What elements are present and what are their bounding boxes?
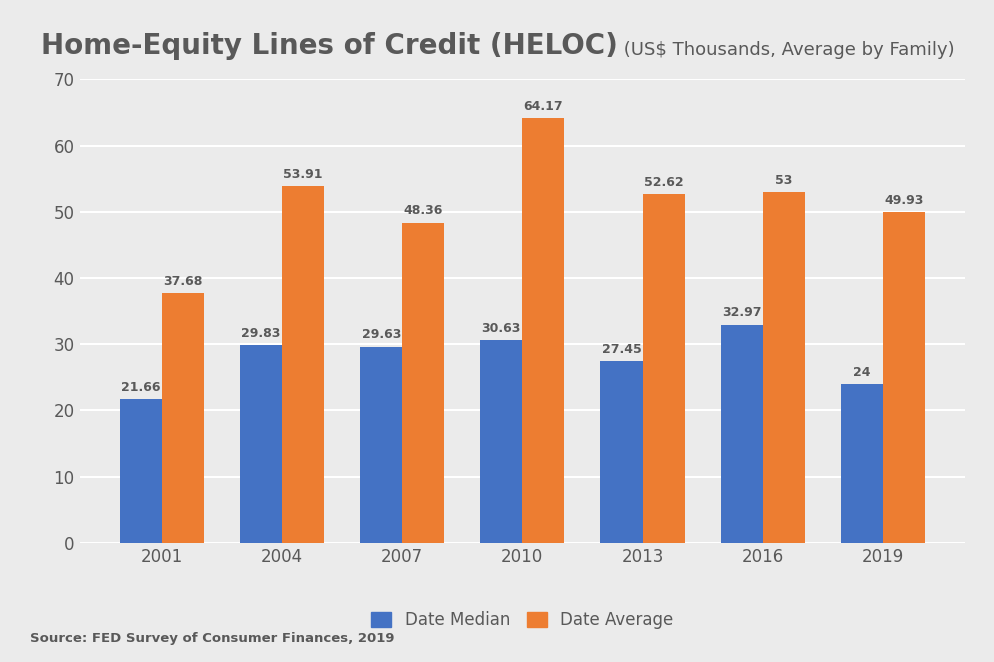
Text: 37.68: 37.68	[163, 275, 203, 288]
Text: 29.63: 29.63	[361, 328, 401, 342]
Bar	[402, 222, 444, 543]
Bar	[599, 361, 642, 543]
Bar	[762, 192, 804, 543]
Bar	[162, 293, 204, 543]
Bar	[840, 384, 882, 543]
Bar	[119, 399, 162, 543]
Bar	[882, 213, 924, 543]
Text: 32.97: 32.97	[722, 307, 760, 319]
Text: 21.66: 21.66	[121, 381, 160, 394]
Text: 27.45: 27.45	[601, 343, 641, 355]
Legend: Date Median, Date Average: Date Median, Date Average	[371, 612, 673, 630]
Bar	[720, 324, 762, 543]
Text: 53: 53	[774, 173, 791, 187]
Text: 24: 24	[852, 365, 870, 379]
Bar	[642, 195, 684, 543]
Bar	[281, 186, 324, 543]
Text: 29.83: 29.83	[242, 327, 280, 340]
Text: 49.93: 49.93	[884, 194, 922, 207]
Text: 64.17: 64.17	[523, 100, 563, 113]
Text: (US$ Thousands, Average by Family): (US$ Thousands, Average by Family)	[617, 40, 953, 59]
Bar	[360, 347, 402, 543]
Bar	[240, 346, 281, 543]
Text: 53.91: 53.91	[283, 167, 322, 181]
Text: Home-Equity Lines of Credit (HELOC): Home-Equity Lines of Credit (HELOC)	[41, 32, 617, 60]
Text: 48.36: 48.36	[404, 205, 442, 217]
Text: 30.63: 30.63	[481, 322, 521, 335]
Bar	[522, 118, 564, 543]
Text: Source: FED Survey of Consumer Finances, 2019: Source: FED Survey of Consumer Finances,…	[30, 632, 394, 645]
Text: 52.62: 52.62	[643, 176, 683, 189]
Bar	[480, 340, 522, 543]
